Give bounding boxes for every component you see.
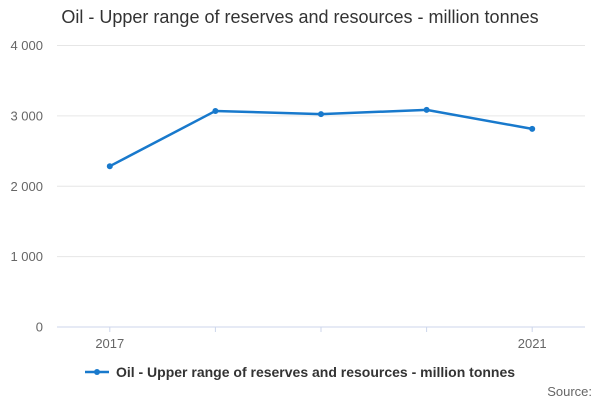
y-axis-label: 4 000 — [10, 38, 43, 53]
y-axis-label: 1 000 — [10, 249, 43, 264]
y-axis-label: 3 000 — [10, 108, 43, 123]
legend-line-marker-icon — [84, 369, 109, 375]
data-point-marker[interactable] — [529, 125, 536, 132]
legend-item-oil[interactable]: Oil - Upper range of reserves and resour… — [84, 364, 516, 380]
x-axis-label: 2021 — [518, 336, 547, 351]
data-point-marker[interactable] — [212, 107, 219, 114]
line-chart-plot: 0 1 000 2 000 3 000 4 000 2017 2021 — [10, 38, 585, 351]
y-axis-label: 0 — [36, 320, 43, 335]
legend-label: Oil - Upper range of reserves and resour… — [115, 364, 516, 380]
chart-title: Oil - Upper range of reserves and resour… — [61, 7, 539, 27]
series-line[interactable] — [108, 108, 534, 168]
data-point-marker[interactable] — [318, 111, 324, 118]
legend: Oil - Upper range of reserves and resour… — [0, 364, 600, 380]
data-point-marker[interactable] — [423, 106, 430, 113]
data-point-marker[interactable] — [106, 163, 113, 170]
source-label: Source: — [547, 384, 592, 399]
y-axis-label: 2 000 — [10, 179, 43, 194]
x-axis-label: 2017 — [95, 336, 124, 351]
legend-marker-dot — [93, 369, 100, 375]
